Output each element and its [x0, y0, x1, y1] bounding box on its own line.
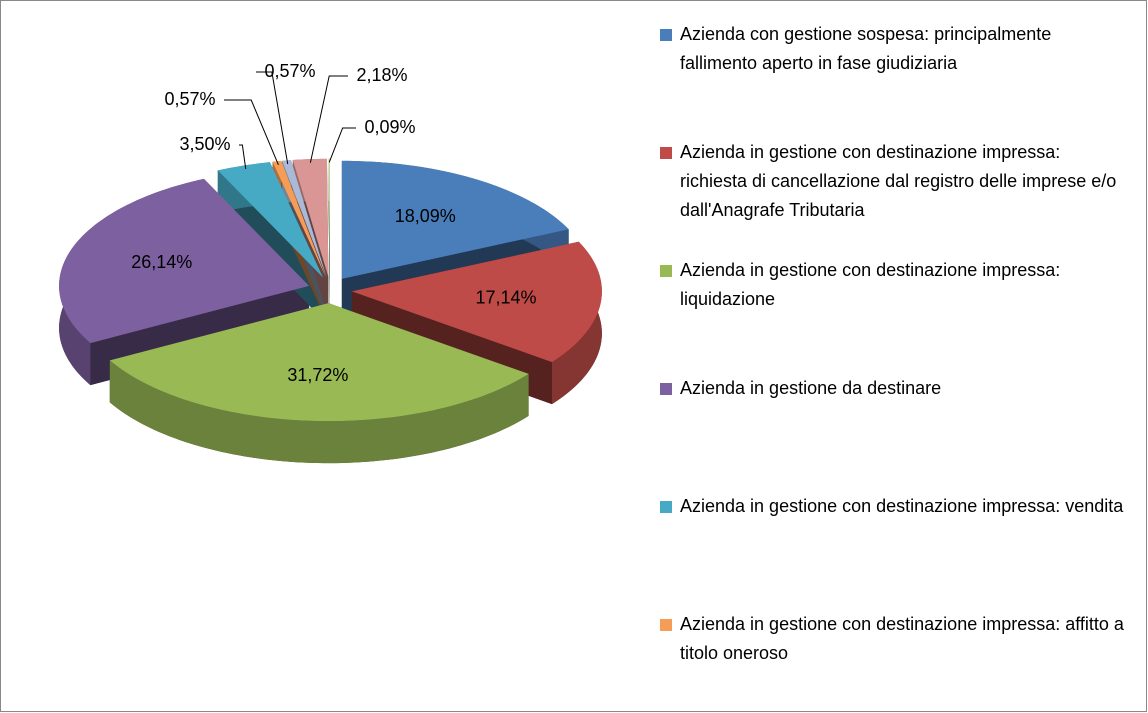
leader-line: [256, 71, 289, 165]
data-label: 26,14%: [131, 252, 192, 272]
legend-line: Azienda in gestione da destinare: [680, 378, 941, 398]
slice: [109, 303, 529, 422]
legend-line: titolo oneroso: [680, 643, 788, 663]
data-label: 18,09%: [395, 206, 456, 226]
legend-label: Azienda in gestione da destinare: [680, 378, 941, 398]
slice: [328, 158, 330, 277]
data-label: 31,72%: [287, 365, 348, 385]
legend-line: Azienda in gestione con destinazione imp…: [680, 260, 1060, 280]
leader-line: [328, 127, 356, 163]
slice: [282, 160, 327, 277]
legend-swatch: [660, 619, 672, 631]
leader-line: [239, 144, 247, 170]
legend-line: liquidazione: [680, 289, 775, 309]
legend-label: Azienda in gestione con destinazione imp…: [680, 614, 1125, 663]
legend-swatch: [660, 29, 672, 41]
data-label: 3,50%: [179, 134, 230, 154]
legend-line: fallimento aperto in fase giudiziaria: [680, 53, 958, 73]
slice: [217, 162, 323, 278]
leader-line: [224, 99, 279, 165]
data-label: 2,18%: [356, 65, 407, 85]
data-label: 0,57%: [164, 89, 215, 109]
legend-swatch: [660, 383, 672, 395]
legend-line: dall'Anagrafe Tributaria: [680, 200, 866, 220]
legend-label: Azienda in gestione con destinazione imp…: [680, 260, 1060, 309]
legend-line: Azienda in gestione con destinazione imp…: [680, 614, 1125, 634]
leader-line: [309, 75, 348, 163]
slice: [341, 160, 569, 279]
data-label: 17,14%: [476, 288, 537, 308]
legend-swatch: [660, 501, 672, 513]
legend-label: Azienda con gestione sospesa: principalm…: [680, 24, 1051, 73]
slice: [59, 178, 310, 344]
slice: [292, 158, 329, 277]
legend-swatch: [660, 147, 672, 159]
legend-label: Azienda in gestione con destinazione imp…: [680, 496, 1124, 516]
legend-line: Azienda in gestione con destinazione imp…: [680, 142, 1060, 162]
legend-line: richiesta di cancellazione dal registro …: [680, 171, 1116, 191]
slice: [272, 160, 326, 278]
slice: [351, 241, 602, 363]
data-label: 0,09%: [364, 117, 415, 137]
legend-swatch: [660, 265, 672, 277]
slice-wall: [109, 360, 529, 464]
data-label: 0,57%: [264, 61, 315, 81]
legend-line: Azienda con gestione sospesa: principalm…: [680, 24, 1051, 44]
legend-line: Azienda in gestione con destinazione imp…: [680, 496, 1124, 516]
legend-label: Azienda in gestione con destinazione imp…: [680, 142, 1116, 220]
